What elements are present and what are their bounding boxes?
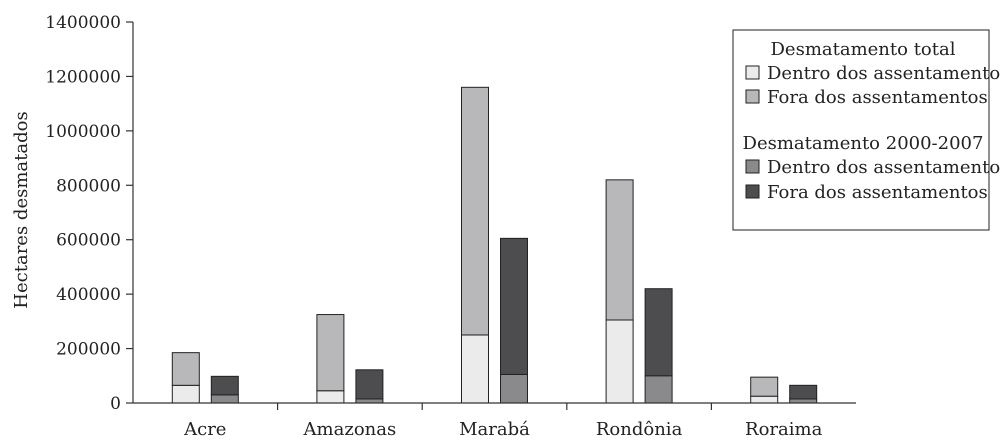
- bar-segment: [355, 398, 384, 404]
- bar-segment: [316, 390, 345, 404]
- bar-segment: [644, 375, 673, 404]
- bar-segment: [316, 314, 345, 392]
- bar-segment: [750, 395, 779, 404]
- bar-segment: [500, 237, 528, 375]
- bars-layer: [171, 86, 818, 404]
- bar-segment: [605, 319, 634, 404]
- legend-swatch: [745, 184, 760, 199]
- bar-segment: [210, 375, 239, 396]
- y-tick-label: 0: [110, 394, 121, 414]
- bar-segment: [750, 376, 779, 397]
- bar-segment: [461, 86, 489, 336]
- legend-entry-label: Fora dos assentamentos: [767, 87, 988, 108]
- bar-segment: [171, 384, 200, 404]
- legend-frame: [732, 29, 990, 231]
- y-tick-label: 800000: [56, 176, 121, 196]
- legend-entry-label: Dentro dos assentamentos: [767, 157, 1001, 178]
- bar-segment: [171, 352, 200, 386]
- bar-segment: [461, 334, 489, 404]
- axes-layer: 0 200000 400000 600000 800000 1000000 1200000 1…: [45, 13, 856, 440]
- y-tick-label: 1400000: [45, 13, 121, 33]
- bar-segment: [605, 179, 634, 321]
- x-category-label: Roraima: [745, 419, 823, 440]
- y-tick-label: 1000000: [45, 122, 121, 142]
- bar-segment: [500, 373, 528, 404]
- x-category-label: Amazonas: [303, 419, 397, 440]
- bar-segment: [789, 384, 818, 400]
- bar-segment: [789, 398, 818, 404]
- x-category-label: Acre: [183, 419, 226, 440]
- legend-entry-label: Fora dos assentamentos: [767, 182, 988, 203]
- x-category-label: Marabá: [459, 419, 530, 440]
- y-tick-label: 400000: [56, 285, 121, 305]
- bar-segment: [355, 369, 384, 400]
- legend-group-title: Desmatamento total: [771, 39, 956, 60]
- legend-group-title: Desmatamento 2000-2007: [743, 133, 984, 154]
- legend-swatch: [745, 159, 760, 174]
- x-category-label: Rondônia: [596, 419, 683, 440]
- legend: Desmatamento total Dentro dos assentament…: [732, 29, 1001, 231]
- y-tick-label: 600000: [56, 231, 121, 251]
- legend-swatch: [745, 65, 760, 80]
- bar-segment: [644, 288, 673, 377]
- legend-swatch: [745, 89, 760, 104]
- y-tick-label: 200000: [56, 340, 121, 360]
- y-tick-label: 1200000: [45, 67, 121, 87]
- y-axis-label: Hectares desmatados: [11, 111, 32, 308]
- bar-segment: [210, 394, 239, 404]
- legend-entry-label: Dentro dos assentamentos: [767, 63, 1001, 84]
